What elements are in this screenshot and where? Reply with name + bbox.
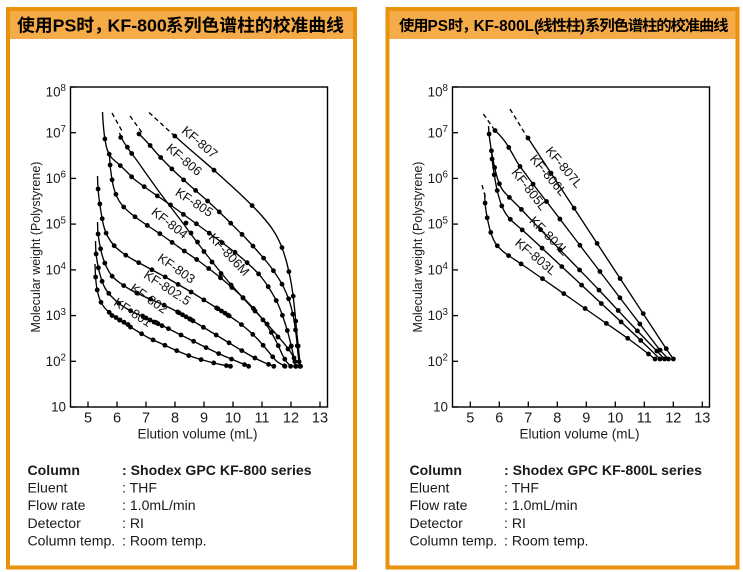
svg-text:KF-800L(: KF-800L( xyxy=(474,18,540,35)
svg-text:Column: Column xyxy=(28,462,80,478)
svg-text:Detector: Detector xyxy=(28,515,82,531)
svg-text:6: 6 xyxy=(113,411,121,427)
svg-text:10: 10 xyxy=(225,411,241,427)
svg-text:Elution volume (mL): Elution volume (mL) xyxy=(519,427,639,442)
svg-text:Column: Column xyxy=(410,462,462,478)
svg-text:8: 8 xyxy=(553,411,561,427)
svg-text:: Shodex GPC KF-800 series: : Shodex GPC KF-800 series xyxy=(122,462,312,478)
svg-text:: Room temp.: : Room temp. xyxy=(122,532,207,548)
svg-text:PS: PS xyxy=(53,16,77,36)
svg-text:9: 9 xyxy=(582,411,590,427)
svg-text:5: 5 xyxy=(466,411,474,427)
svg-text:Molecular weight (Polystyrene): Molecular weight (Polystyrene) xyxy=(29,162,43,333)
svg-text:Flow rate: Flow rate xyxy=(410,497,468,513)
svg-text:10: 10 xyxy=(607,411,623,427)
svg-text:): ) xyxy=(580,18,585,35)
svg-text:Column temp.: Column temp. xyxy=(410,532,498,548)
svg-text:Elution volume (mL): Elution volume (mL) xyxy=(137,427,257,442)
svg-text:: RI: : RI xyxy=(122,515,144,531)
svg-text:13: 13 xyxy=(312,411,328,427)
svg-text:9: 9 xyxy=(200,411,208,427)
svg-text:KF-800: KF-800 xyxy=(108,16,167,36)
svg-text:PS: PS xyxy=(428,18,448,35)
svg-text:11: 11 xyxy=(637,411,652,427)
svg-text:6: 6 xyxy=(495,411,503,427)
svg-text:7: 7 xyxy=(142,411,150,427)
svg-text:: Shodex GPC KF-800L series: : Shodex GPC KF-800L series xyxy=(504,462,702,478)
svg-text:Eluent: Eluent xyxy=(410,480,450,496)
svg-text:: 1.0mL/min: : 1.0mL/min xyxy=(122,497,196,513)
svg-text:: THF: : THF xyxy=(504,480,539,496)
svg-text:Column temp.: Column temp. xyxy=(28,532,116,548)
svg-text:10: 10 xyxy=(51,400,66,415)
svg-text:Molecular weight (Polystyrene): Molecular weight (Polystyrene) xyxy=(411,162,425,333)
svg-text:5: 5 xyxy=(84,411,92,427)
svg-text:: 1.0mL/min: : 1.0mL/min xyxy=(504,497,578,513)
svg-text:11: 11 xyxy=(254,411,269,427)
svg-text:: THF: : THF xyxy=(122,480,157,496)
svg-text:8: 8 xyxy=(171,411,179,427)
svg-text:12: 12 xyxy=(665,411,681,427)
svg-text:: RI: : RI xyxy=(504,515,526,531)
svg-text:7: 7 xyxy=(524,411,532,427)
svg-text:10: 10 xyxy=(433,400,448,415)
svg-text:12: 12 xyxy=(283,411,299,427)
svg-text:: Room temp.: : Room temp. xyxy=(504,532,589,548)
svg-text:13: 13 xyxy=(694,411,710,427)
svg-text:Detector: Detector xyxy=(410,515,464,531)
svg-text:Flow rate: Flow rate xyxy=(28,497,86,513)
svg-text:Eluent: Eluent xyxy=(28,480,68,496)
